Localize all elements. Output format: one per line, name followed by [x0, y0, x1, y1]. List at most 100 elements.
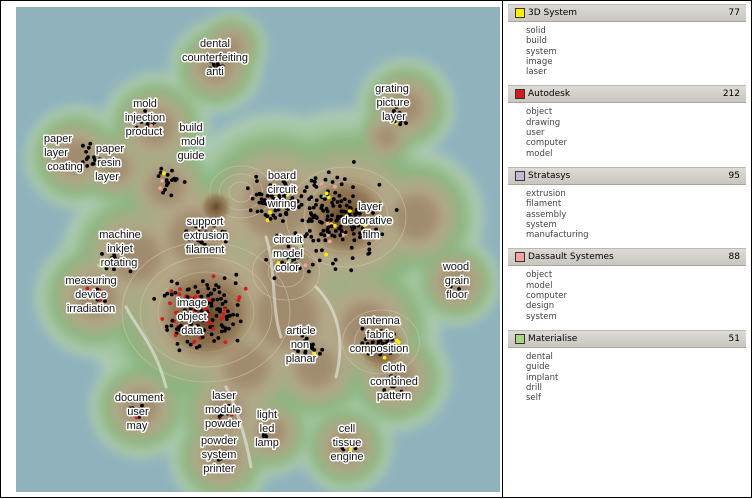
legend-color-swatch: [515, 170, 525, 181]
legend-group-name: Autodesk: [528, 89, 571, 100]
cluster-label-word: engine: [330, 451, 363, 463]
legend-group-name: Dassault Systemes: [528, 252, 614, 263]
legend-term: filament: [526, 199, 562, 210]
cluster-label-word: printer: [203, 463, 235, 475]
legend-group-count: 77: [728, 8, 740, 18]
cluster-label-word: injection: [125, 112, 165, 124]
cluster-label-word: floor: [446, 289, 468, 301]
legend-group[interactable]: Autodesk 212 object drawing user computer mode…: [508, 85, 746, 162]
cluster-label-word: model: [273, 248, 303, 260]
legend-term: self: [526, 393, 542, 404]
cluster-label-word: machine: [99, 229, 141, 241]
legend-group-header[interactable]: Autodesk 212: [508, 85, 746, 104]
cluster-label-word: filament: [186, 244, 225, 256]
cluster-label-word: non: [291, 339, 309, 351]
legend-term: system: [526, 46, 557, 57]
legend-panel: 3D System 77 solid build system image laser Aut…: [508, 4, 746, 494]
cluster-label-word: film: [362, 229, 379, 241]
legend-color-swatch: [515, 8, 525, 18]
cluster-label-word: mold: [181, 136, 205, 148]
legend-color-swatch: [515, 252, 525, 263]
topic-map[interactable]: dental counterfeiting anti mold injection pro…: [16, 7, 500, 492]
cluster-label-word: led: [260, 423, 275, 435]
cluster-label-word: antenna: [360, 315, 401, 327]
cluster-label-word: powder: [201, 435, 237, 447]
cluster-label-word: system: [202, 449, 237, 461]
legend-group-count: 212: [722, 89, 740, 100]
cluster-label-word: irradiation: [67, 303, 115, 315]
cluster-label-word: circuit: [268, 184, 297, 196]
cluster-label-word: wiring: [267, 198, 297, 210]
topic-map-canvas[interactable]: dental counterfeiting anti mold injection pro…: [16, 7, 500, 492]
legend-term-list: object drawing user computer model: [508, 103, 746, 162]
cluster-label-word: mold: [133, 98, 157, 110]
cluster-label-word: may: [127, 420, 148, 432]
cluster-label-word: product: [126, 126, 163, 138]
legend-term: user: [526, 128, 545, 139]
legend-term: solid: [526, 26, 546, 36]
cluster-label-word: paper: [44, 133, 72, 145]
cluster-label-word: article: [286, 325, 315, 337]
cluster-label-word: planar: [286, 353, 317, 365]
legend-group-header[interactable]: Stratasys 95: [508, 166, 746, 185]
cluster-label-word: picture: [376, 97, 409, 109]
cluster-label-word: inkjet: [107, 243, 133, 255]
legend-group-header[interactable]: Dassault Systemes 88: [508, 248, 746, 267]
legend-term: model: [526, 280, 553, 291]
legend-group-name: Materialise: [528, 333, 578, 344]
legend-term: extrusion: [526, 188, 566, 199]
legend-term: dental: [526, 351, 553, 362]
cluster-label-word: circuit: [274, 234, 303, 246]
legend-group[interactable]: Stratasys 95 extrusion filament assembly syst…: [508, 166, 746, 244]
cluster-label-word: board: [268, 170, 296, 182]
cluster-label-word: powder: [205, 418, 241, 430]
cluster-label-word: light: [257, 409, 277, 421]
cluster-label-word: user: [127, 406, 149, 418]
cluster-label-word: tissue: [333, 437, 362, 449]
cluster-label-word: paper: [96, 143, 124, 155]
legend-color-swatch: [515, 333, 525, 344]
cluster-label-word: coating: [47, 161, 82, 173]
cluster-label-word: object: [177, 311, 206, 323]
cluster-label-word: layer: [382, 111, 406, 123]
cluster-label-word: composition: [350, 343, 409, 355]
cluster-label-word: anti: [206, 66, 224, 78]
legend-term: model: [526, 148, 553, 159]
legend-group-name: Stratasys: [528, 170, 571, 181]
legend-group[interactable]: Materialise 51 dental guide implant drill self: [508, 329, 746, 407]
legend-group-count: 88: [728, 252, 740, 263]
legend-term: assembly: [526, 209, 567, 220]
cluster-label-word: support: [187, 216, 224, 228]
cluster-label-word: document: [115, 392, 163, 404]
cluster-labels: dental counterfeiting anti mold injection pro…: [42, 37, 470, 477]
cluster-label-word: cell: [339, 423, 356, 435]
legend-group-count: 51: [728, 333, 740, 344]
legend-color-swatch: [515, 89, 525, 100]
legend-group-header[interactable]: Materialise 51: [508, 329, 746, 348]
cluster-label-word: extrusion: [184, 230, 229, 242]
cluster-label-word: combined: [370, 376, 418, 388]
cluster-label-word: layer: [95, 171, 119, 183]
pane-divider: [502, 0, 503, 498]
cluster-label-word: device: [75, 289, 107, 301]
legend-group[interactable]: 3D System 77 solid build system image laser: [508, 4, 746, 81]
cluster-label-word: color: [275, 262, 299, 274]
legend-term: build: [526, 36, 547, 47]
cluster-label-word: resin: [97, 157, 121, 169]
legend-term: computer: [526, 291, 567, 302]
document-points: [80, 59, 461, 462]
legend-term: computer: [526, 138, 567, 149]
cluster-label-word: lamp: [255, 437, 279, 449]
cluster-label-word: build: [179, 122, 202, 134]
cluster-label-word: counterfeiting: [182, 52, 248, 64]
legend-term: guide: [526, 362, 550, 373]
cluster-label-word: grain: [445, 275, 469, 287]
legend-group[interactable]: Dassault Systemes 88 object model computer de…: [508, 248, 746, 325]
legend-term-list: solid build system image laser: [508, 22, 746, 81]
legend-term: manufacturing: [526, 230, 589, 241]
legend-group-count: 95: [728, 170, 740, 181]
legend-term: laser: [526, 67, 547, 78]
legend-term: drill: [526, 382, 542, 393]
legend-group-header[interactable]: 3D System 77: [508, 4, 746, 22]
